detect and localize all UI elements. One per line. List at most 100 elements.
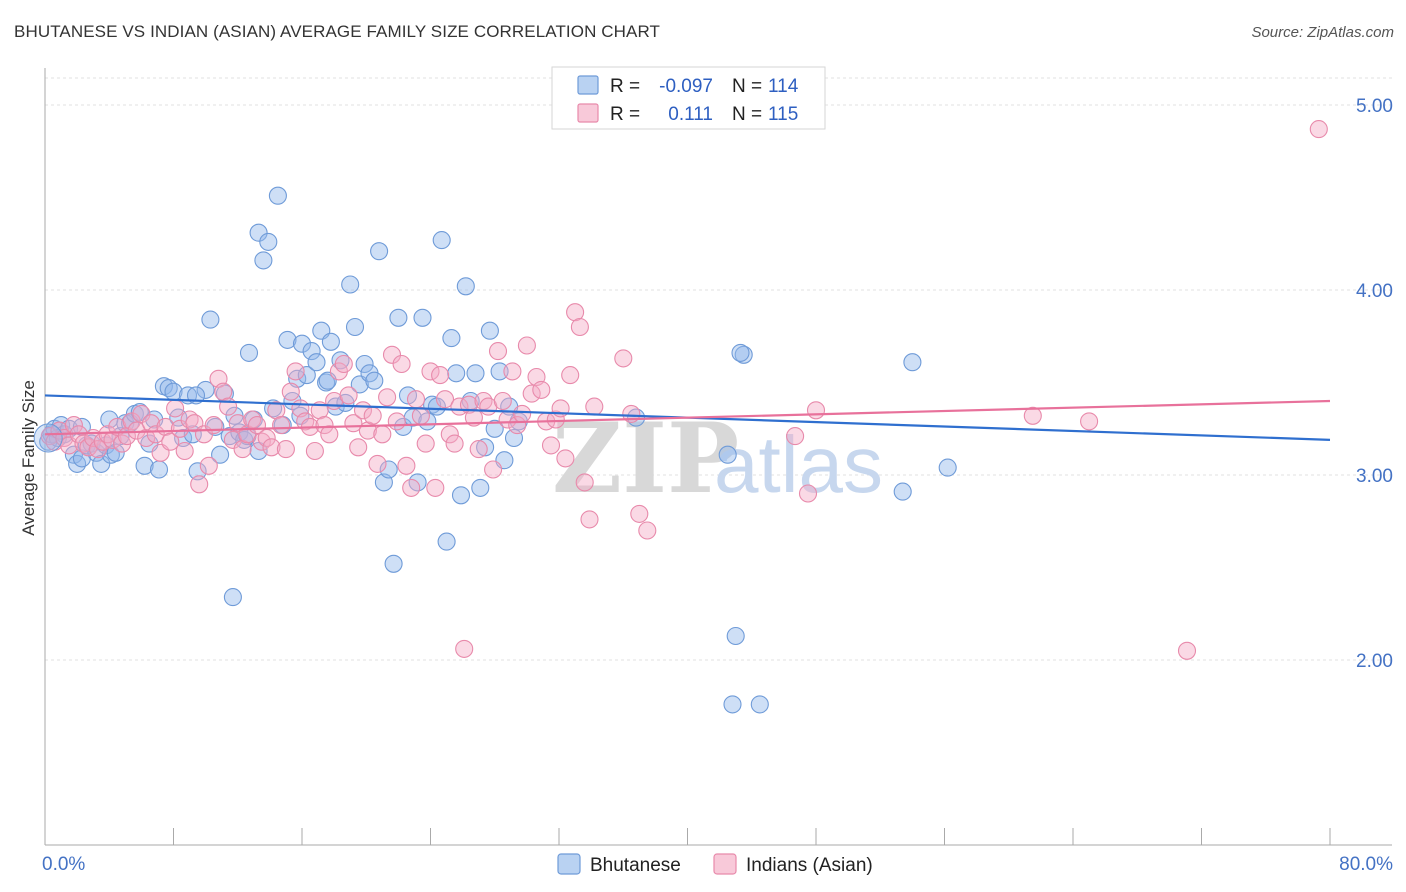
point-bhutanese: [68, 454, 87, 473]
point-indians: [566, 303, 585, 322]
point-indians: [272, 416, 291, 435]
point-bhutanese: [389, 308, 408, 327]
point-bhutanese: [485, 419, 504, 438]
point-indians: [464, 408, 483, 427]
point-bhutanese: [341, 275, 360, 294]
point-bhutanese: [297, 366, 316, 385]
point-bhutanese: [726, 626, 745, 646]
stats-n-label-1: N =: [732, 76, 762, 97]
point-indians: [469, 440, 488, 459]
point-bhutanese: [345, 317, 365, 337]
stats-r-label-1: R =: [610, 76, 640, 97]
y-tick-label: 5.00: [1356, 96, 1393, 117]
stats-swatch-bhutanese: [577, 75, 599, 95]
point-bhutanese: [321, 332, 340, 351]
point-indians: [532, 380, 551, 399]
point-indians: [368, 454, 387, 473]
point-indians: [281, 382, 300, 401]
stats-swatch-indians: [577, 103, 599, 123]
point-indians: [233, 440, 252, 459]
point-bhutanese: [201, 310, 220, 329]
point-indians: [513, 404, 532, 423]
point-indians: [440, 425, 459, 444]
point-indians: [426, 478, 445, 497]
point-indians: [585, 397, 604, 416]
stats-n-value-2: 115: [768, 104, 798, 125]
point-indians: [806, 401, 826, 420]
point-bhutanese: [33, 423, 63, 453]
point-bhutanese: [437, 532, 456, 551]
point-bhutanese: [413, 308, 432, 327]
point-bhutanese: [365, 371, 384, 390]
point-bhutanese: [278, 330, 297, 349]
point-indians: [132, 404, 151, 423]
point-indians: [315, 416, 334, 435]
point-indians: [406, 390, 426, 409]
point-bhutanese: [307, 353, 326, 372]
point-indians: [166, 399, 185, 418]
point-indians: [392, 354, 411, 374]
point-indians: [488, 342, 508, 361]
stats-r-value-1: -0.097: [659, 76, 713, 97]
point-indians: [373, 425, 392, 444]
point-bhutanese: [268, 186, 287, 205]
point-indians: [493, 391, 512, 411]
point-indians: [137, 428, 156, 448]
y-tick-label: 2.00: [1356, 651, 1393, 672]
point-indians: [161, 432, 180, 451]
point-bhutanese: [188, 462, 207, 481]
stats-n-label-2: N =: [732, 104, 762, 125]
gridlines: [45, 77, 1392, 661]
point-bhutanese: [249, 223, 268, 242]
point-indians: [296, 412, 315, 431]
point-bhutanese: [476, 438, 495, 457]
point-bhutanese: [466, 364, 485, 383]
point-bhutanese: [379, 460, 398, 479]
x-tick-label-max: 80.0%: [1339, 854, 1393, 875]
stats-r-label-2: R =: [610, 104, 640, 125]
point-bhutanese: [447, 364, 466, 383]
point-bhutanese: [92, 454, 111, 473]
point-indians: [455, 639, 474, 658]
point-bhutanese: [471, 478, 490, 497]
point-indians: [638, 521, 657, 540]
point-indians: [1309, 120, 1328, 139]
point-indians: [484, 460, 503, 479]
point-indians: [146, 425, 165, 444]
point-bhutanese: [159, 379, 178, 398]
point-indians: [416, 434, 435, 453]
point-bhutanese: [149, 460, 169, 479]
point-indians: [334, 354, 353, 374]
point-indians: [40, 427, 59, 446]
point-indians: [122, 412, 141, 431]
point-indians: [630, 504, 649, 523]
point-bhutanese: [370, 242, 389, 261]
point-bhutanese: [292, 334, 312, 353]
point-bhutanese: [938, 458, 957, 477]
point-indians: [276, 440, 295, 459]
point-bhutanese: [480, 321, 499, 340]
point-indians: [1080, 412, 1099, 431]
point-indians: [474, 391, 493, 411]
point-bhutanese: [731, 343, 750, 362]
point-indians: [570, 317, 589, 337]
point-indians: [267, 401, 286, 420]
y-axis-label: Average Family Size: [19, 380, 38, 536]
watermark-atlas: atlas: [714, 420, 883, 509]
y-tick-label: 4.00: [1356, 281, 1393, 302]
point-indians: [190, 475, 209, 494]
point-bhutanese: [211, 445, 230, 464]
point-bhutanese: [432, 231, 451, 250]
x-tick-label-min: 0.0%: [42, 854, 85, 875]
point-indians: [320, 425, 339, 444]
point-indians: [402, 478, 421, 497]
point-indians: [431, 366, 450, 385]
point-indians: [305, 441, 324, 461]
point-bhutanese: [490, 362, 509, 381]
point-bhutanese: [355, 354, 374, 374]
point-indians: [445, 434, 464, 453]
point-indians: [580, 510, 599, 529]
stats-legend: R = -0.097 N = 114 R = 0.111 N = 115: [551, 66, 826, 130]
point-bhutanese: [223, 588, 242, 607]
point-bhutanese: [254, 251, 273, 270]
